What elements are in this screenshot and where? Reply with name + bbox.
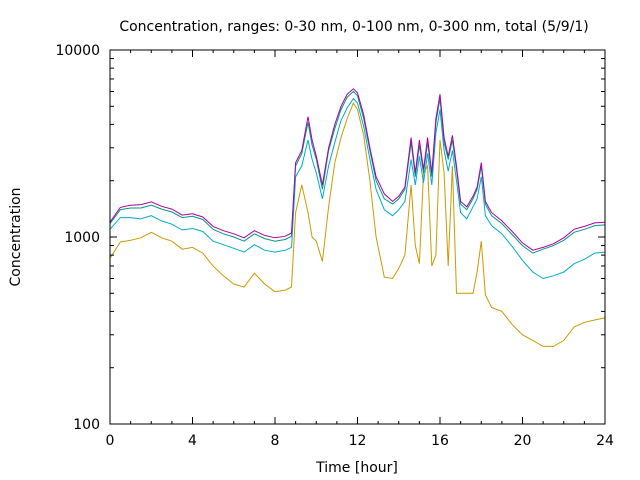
x-tick-label: 16 [431,433,449,449]
series-layer [109,88,606,347]
ticks-layer: 0 4 8 12 16 20 24 100 1000 10000 [55,43,614,449]
x-tick-label: 20 [514,433,532,449]
x-tick-label: 0 [106,433,115,449]
y-tick-label: 10000 [55,43,100,59]
x-tick-label: 8 [271,433,280,449]
x-axis-label: Time [hour] [315,460,398,476]
chart-title: Concentration, ranges: 0-30 nm, 0-100 nm… [119,19,588,35]
series-line-2 [109,97,606,280]
x-tick-label: 4 [188,433,197,449]
y-tick-label: 1000 [64,230,100,246]
x-tick-label: 12 [349,433,367,449]
series-line-4 [109,88,606,251]
series-line-1 [109,102,606,347]
plot-frame [109,49,606,425]
y-axis-label: Concentration [8,187,24,286]
series-line-3 [109,90,606,254]
x-tick-label: 24 [596,433,614,449]
y-tick-label: 100 [73,417,100,433]
